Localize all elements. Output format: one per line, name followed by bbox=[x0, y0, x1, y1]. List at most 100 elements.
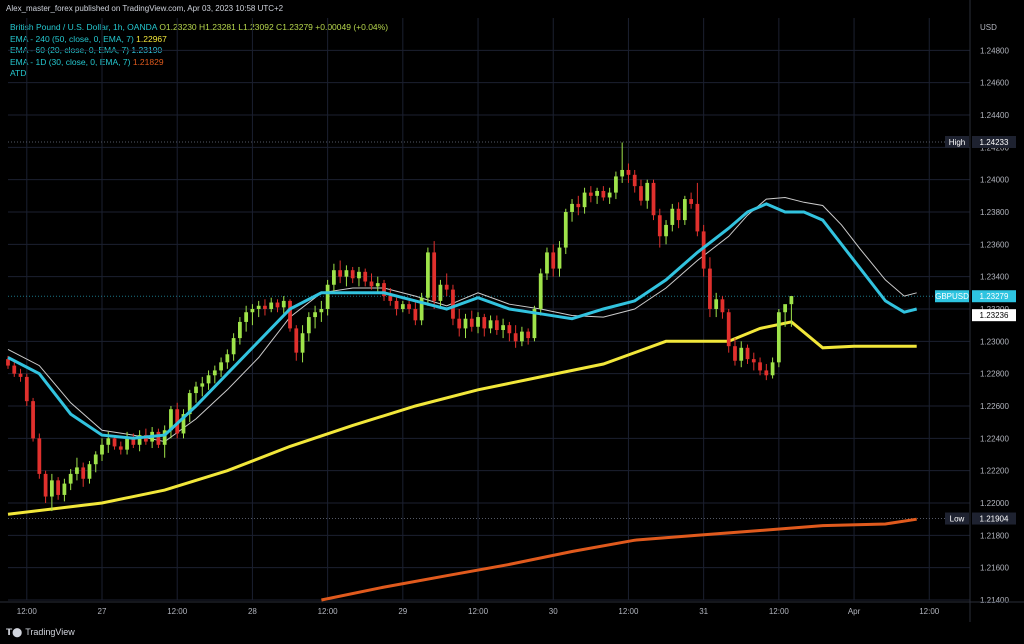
high-tag: 1.24233 bbox=[980, 138, 1009, 147]
y-tick-label: 1.24800 bbox=[980, 46, 1009, 55]
candle-body bbox=[670, 208, 675, 225]
y-tick-label: 1.23400 bbox=[980, 273, 1009, 282]
candle-body bbox=[275, 302, 280, 308]
candle-body bbox=[388, 296, 393, 301]
tradingview-brand-text: TradingView bbox=[25, 627, 75, 637]
candle-body bbox=[325, 284, 330, 309]
candle-body bbox=[457, 318, 462, 329]
candle-body bbox=[162, 430, 167, 445]
candle-body bbox=[137, 435, 142, 445]
y-tick-label: 1.21400 bbox=[980, 596, 1009, 605]
candle-body bbox=[551, 252, 556, 269]
candle-body bbox=[131, 436, 136, 445]
candle-body bbox=[714, 299, 719, 309]
candle-body bbox=[187, 393, 192, 415]
candle-body bbox=[256, 305, 261, 309]
currency-label: USD bbox=[980, 23, 997, 32]
candle-body bbox=[645, 182, 650, 201]
symbol-price: 1.23279 bbox=[980, 292, 1009, 301]
candle-body bbox=[18, 373, 23, 377]
y-tick-label: 1.24000 bbox=[980, 176, 1009, 185]
candle-body bbox=[87, 464, 92, 479]
candle-body bbox=[733, 346, 737, 361]
candle-body bbox=[81, 467, 86, 479]
candle-body bbox=[570, 203, 574, 212]
candle-body bbox=[231, 338, 236, 355]
ema-240-line bbox=[7, 320, 917, 516]
candle-body bbox=[526, 331, 531, 339]
candle-body bbox=[350, 270, 355, 279]
legend-ema1d-label: EMA - 1D (30, close, 0, EMA, 7) bbox=[10, 56, 131, 67]
candle-body bbox=[6, 359, 10, 366]
candle-body bbox=[344, 270, 349, 277]
candle-body bbox=[563, 212, 568, 248]
x-tick-label: Apr bbox=[848, 607, 861, 616]
candle-body bbox=[758, 362, 762, 371]
candle-body bbox=[451, 289, 455, 319]
candle-body bbox=[438, 284, 443, 301]
candle-body bbox=[169, 409, 173, 431]
candle-body bbox=[118, 446, 123, 450]
candle-body bbox=[225, 354, 230, 363]
candle-body bbox=[576, 203, 581, 208]
candle-body bbox=[626, 169, 631, 175]
y-tick-label: 1.24600 bbox=[980, 79, 1009, 88]
candle-body bbox=[419, 297, 424, 321]
high-tag-bg bbox=[972, 135, 1016, 148]
tradingview-logo[interactable]: 𝗧⬤ TradingView bbox=[6, 627, 75, 638]
candle-body bbox=[332, 270, 336, 285]
candle-body bbox=[294, 328, 299, 353]
y-tick-label: 1.22200 bbox=[980, 467, 1009, 476]
candle-body bbox=[476, 317, 480, 327]
candle-body bbox=[682, 199, 687, 221]
y-tick-label: 1.23000 bbox=[980, 337, 1009, 346]
candle-body bbox=[595, 190, 599, 196]
candle-body bbox=[206, 375, 211, 384]
candle-body bbox=[300, 333, 305, 353]
candle-body bbox=[588, 192, 593, 196]
candle-body bbox=[68, 473, 73, 484]
x-tick-label: 12:00 bbox=[769, 607, 790, 616]
candle-body bbox=[181, 414, 186, 434]
candle-body bbox=[369, 281, 374, 287]
y-tick-label: 1.24400 bbox=[980, 111, 1009, 120]
candle-body bbox=[244, 312, 249, 322]
candle-body bbox=[488, 320, 493, 329]
candle-body bbox=[482, 317, 487, 329]
candle-body bbox=[739, 347, 744, 361]
legend-ema240-row[interactable]: EMA - 240 (50, close, 0, EMA, 7) 1.22967 bbox=[10, 34, 388, 46]
candle-body bbox=[382, 283, 386, 297]
y-tick-label: 1.22600 bbox=[980, 402, 1009, 411]
y-tick-label: 1.23800 bbox=[980, 208, 1009, 217]
candle-body bbox=[601, 190, 606, 198]
candle-body bbox=[62, 483, 67, 495]
low-label: Low bbox=[950, 515, 965, 524]
legend-atd-label: ATD bbox=[10, 68, 27, 78]
legend-ema1d-row[interactable]: EMA - 1D (30, close, 0, EMA, 7) 1.21829 bbox=[10, 57, 388, 69]
x-tick-label: 27 bbox=[98, 607, 107, 616]
candle-body bbox=[651, 182, 656, 216]
secondary-price-bg bbox=[972, 309, 1016, 322]
candle-body bbox=[639, 186, 643, 201]
candle-body bbox=[695, 203, 700, 232]
candle-body bbox=[37, 438, 42, 474]
candle-body bbox=[745, 347, 750, 360]
candle-body bbox=[432, 252, 437, 301]
candle-body bbox=[281, 300, 286, 308]
candle-body bbox=[56, 480, 61, 495]
x-tick-label: 31 bbox=[699, 607, 708, 616]
candle-body bbox=[676, 208, 681, 221]
candle-body bbox=[783, 304, 788, 313]
candle-body bbox=[664, 224, 668, 237]
x-tick-label: 12:00 bbox=[17, 607, 38, 616]
legend-symbol-row[interactable]: British Pound / U.S. Dollar, 1h, OANDA O… bbox=[10, 22, 388, 34]
candle-body bbox=[789, 296, 794, 305]
legend-symbol-label: British Pound / U.S. Dollar, 1h, OANDA bbox=[10, 22, 157, 32]
candle-body bbox=[49, 480, 54, 497]
y-tick-label: 1.22000 bbox=[980, 499, 1009, 508]
candle-body bbox=[219, 362, 223, 371]
legend-atd-row[interactable]: ATD bbox=[10, 68, 388, 80]
candle-body bbox=[250, 309, 255, 313]
candle-body bbox=[689, 199, 693, 204]
